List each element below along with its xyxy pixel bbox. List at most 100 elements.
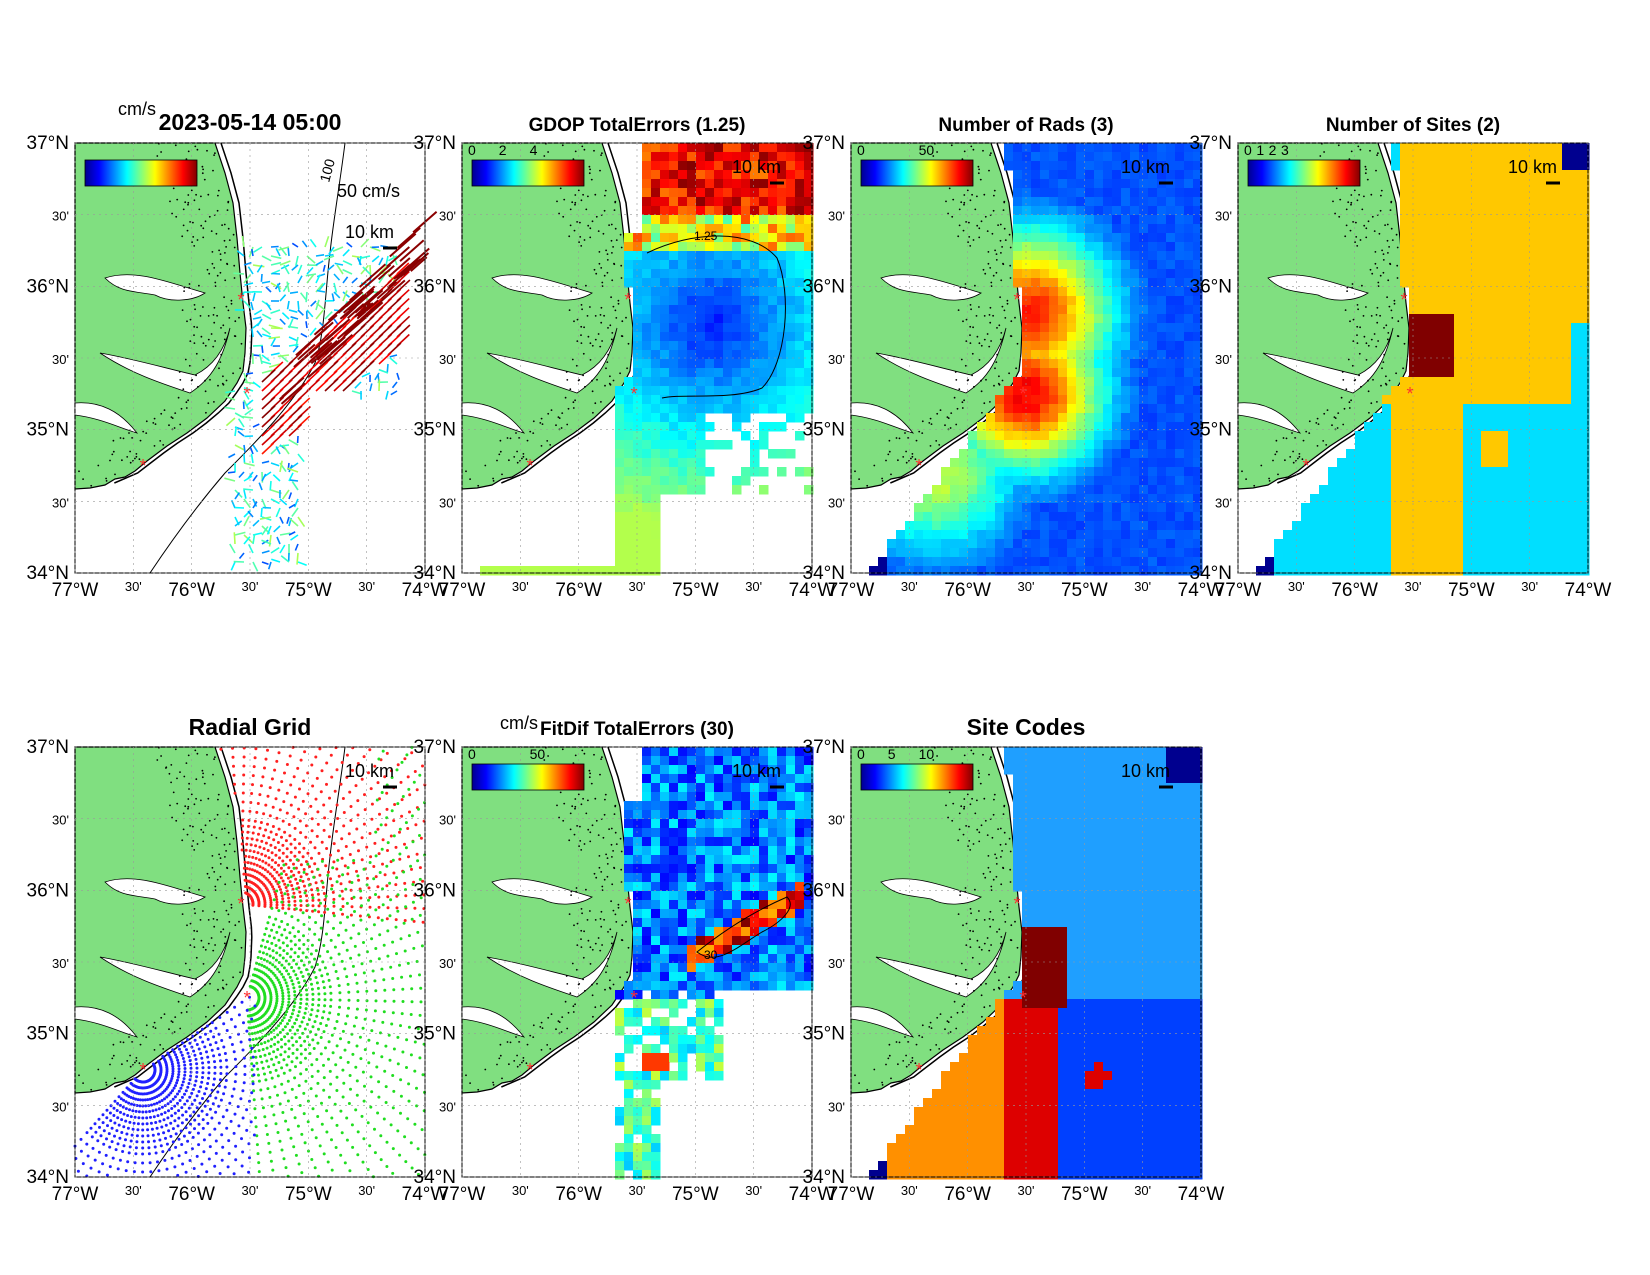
lon-tick-label: 77°W xyxy=(828,1184,875,1205)
radial-grid-point xyxy=(310,893,314,897)
radial-grid-point xyxy=(151,1133,155,1137)
radial-grid-point xyxy=(298,819,302,823)
current-vector xyxy=(315,274,321,284)
radial-grid-point xyxy=(314,881,318,885)
current-vector xyxy=(299,292,308,302)
radial-grid-point xyxy=(310,1008,314,1012)
current-vector xyxy=(238,471,245,479)
radial-grid-point xyxy=(258,826,262,830)
lat-tick-label: 30' xyxy=(52,209,69,224)
radial-grid-point xyxy=(287,1019,291,1022)
radial-grid-point xyxy=(329,956,333,960)
lon-tick-label: 30' xyxy=(358,1183,375,1198)
current-vector xyxy=(288,423,303,437)
lon-tick-label: 74°W xyxy=(789,1184,836,1205)
radial-grid-point xyxy=(275,992,279,996)
radial-grid-point xyxy=(416,1173,420,1176)
radar-site-marker: * xyxy=(243,988,250,1008)
radial-grid-point xyxy=(349,913,353,917)
radial-grid-point xyxy=(212,1035,216,1039)
radial-grid-point xyxy=(332,914,336,918)
radial-grid-point xyxy=(286,883,290,887)
current-vector xyxy=(275,446,281,455)
radial-grid-point xyxy=(160,1099,164,1102)
lon-tick-label: 77°W xyxy=(439,1184,486,1205)
radial-grid-point xyxy=(275,903,279,907)
radial-grid-point xyxy=(415,1086,418,1090)
radial-grid-point xyxy=(246,830,250,834)
radial-grid-point xyxy=(280,920,284,923)
radial-grid-point xyxy=(407,934,411,938)
radial-grid-point xyxy=(308,977,312,981)
radial-grid-point xyxy=(257,904,261,908)
radial-grid-point xyxy=(329,991,333,995)
radial-grid-point xyxy=(205,1170,209,1174)
radial-grid-point xyxy=(389,769,393,773)
radial-grid-point xyxy=(314,1136,318,1140)
radial-grid-point xyxy=(291,1051,295,1055)
radial-grid-point xyxy=(375,1065,379,1069)
radial-grid-point xyxy=(306,792,310,796)
radial-grid-point xyxy=(367,1038,371,1042)
radial-grid-point xyxy=(219,1098,223,1102)
current-vector xyxy=(249,447,254,455)
radial-grid-point xyxy=(294,877,298,881)
current-vector xyxy=(297,516,306,528)
current-vector xyxy=(393,264,411,280)
radial-grid-point xyxy=(363,1048,367,1052)
radial-grid-point xyxy=(219,1065,223,1069)
radial-grid-point xyxy=(275,900,279,904)
radial-grid-point xyxy=(355,827,359,831)
current-vector xyxy=(261,442,275,455)
radial-grid-point xyxy=(254,1116,257,1120)
radial-grid-point xyxy=(361,1026,365,1030)
radial-grid-point xyxy=(386,954,390,958)
radial-grid-point xyxy=(273,985,277,989)
radial-grid-point xyxy=(404,846,408,850)
current-vector xyxy=(385,390,389,400)
radial-grid-point xyxy=(419,836,423,840)
radial-grid-point xyxy=(406,827,410,830)
current-vector xyxy=(356,257,362,266)
radial-grid-point xyxy=(205,1024,209,1028)
radial-grid-point xyxy=(181,1113,185,1117)
radial-grid-point xyxy=(282,869,286,873)
radial-grid-point xyxy=(388,881,392,885)
lat-tick-label: 30' xyxy=(52,495,69,510)
radial-grid-point xyxy=(256,802,260,805)
radial-grid-point xyxy=(184,1110,188,1114)
radial-grid-point xyxy=(146,1134,150,1138)
radial-grid-point xyxy=(227,1139,231,1143)
radial-grid-point xyxy=(249,1050,253,1054)
current-vector xyxy=(389,356,398,365)
radial-grid-point xyxy=(275,994,279,998)
radial-grid-point xyxy=(273,846,277,850)
radial-grid-point xyxy=(130,1133,134,1137)
current-vector xyxy=(386,363,389,373)
radial-grid-point xyxy=(195,1094,199,1098)
lon-tick-label: 30' xyxy=(901,579,918,594)
radial-grid-point xyxy=(137,1110,141,1114)
radial-grid-point xyxy=(339,1109,343,1113)
radial-grid-point xyxy=(171,1097,175,1101)
radial-grid-point xyxy=(254,747,258,751)
radial-grid-point xyxy=(365,883,369,887)
radial-grid-point xyxy=(220,1133,224,1137)
radial-grid-point xyxy=(160,1112,164,1116)
radial-grid-point xyxy=(269,903,273,907)
radial-grid-point xyxy=(273,965,277,969)
radial-grid-point xyxy=(274,1018,278,1022)
radial-grid-point xyxy=(362,867,366,871)
radial-grid-point xyxy=(280,1082,284,1086)
radial-grid-point xyxy=(318,1144,322,1148)
radial-grid-point xyxy=(274,1122,278,1126)
radial-grid-point xyxy=(183,1070,187,1074)
current-vectors xyxy=(224,210,438,572)
colorbar-tick-label: 0 xyxy=(857,142,865,158)
radial-grid-point xyxy=(354,784,358,788)
radial-grid-point xyxy=(361,1070,365,1074)
lon-tick-label: 76°W xyxy=(168,580,215,601)
radial-grid-point xyxy=(378,933,382,937)
radial-grid-point xyxy=(241,1150,245,1154)
radial-grid-point xyxy=(313,932,317,936)
